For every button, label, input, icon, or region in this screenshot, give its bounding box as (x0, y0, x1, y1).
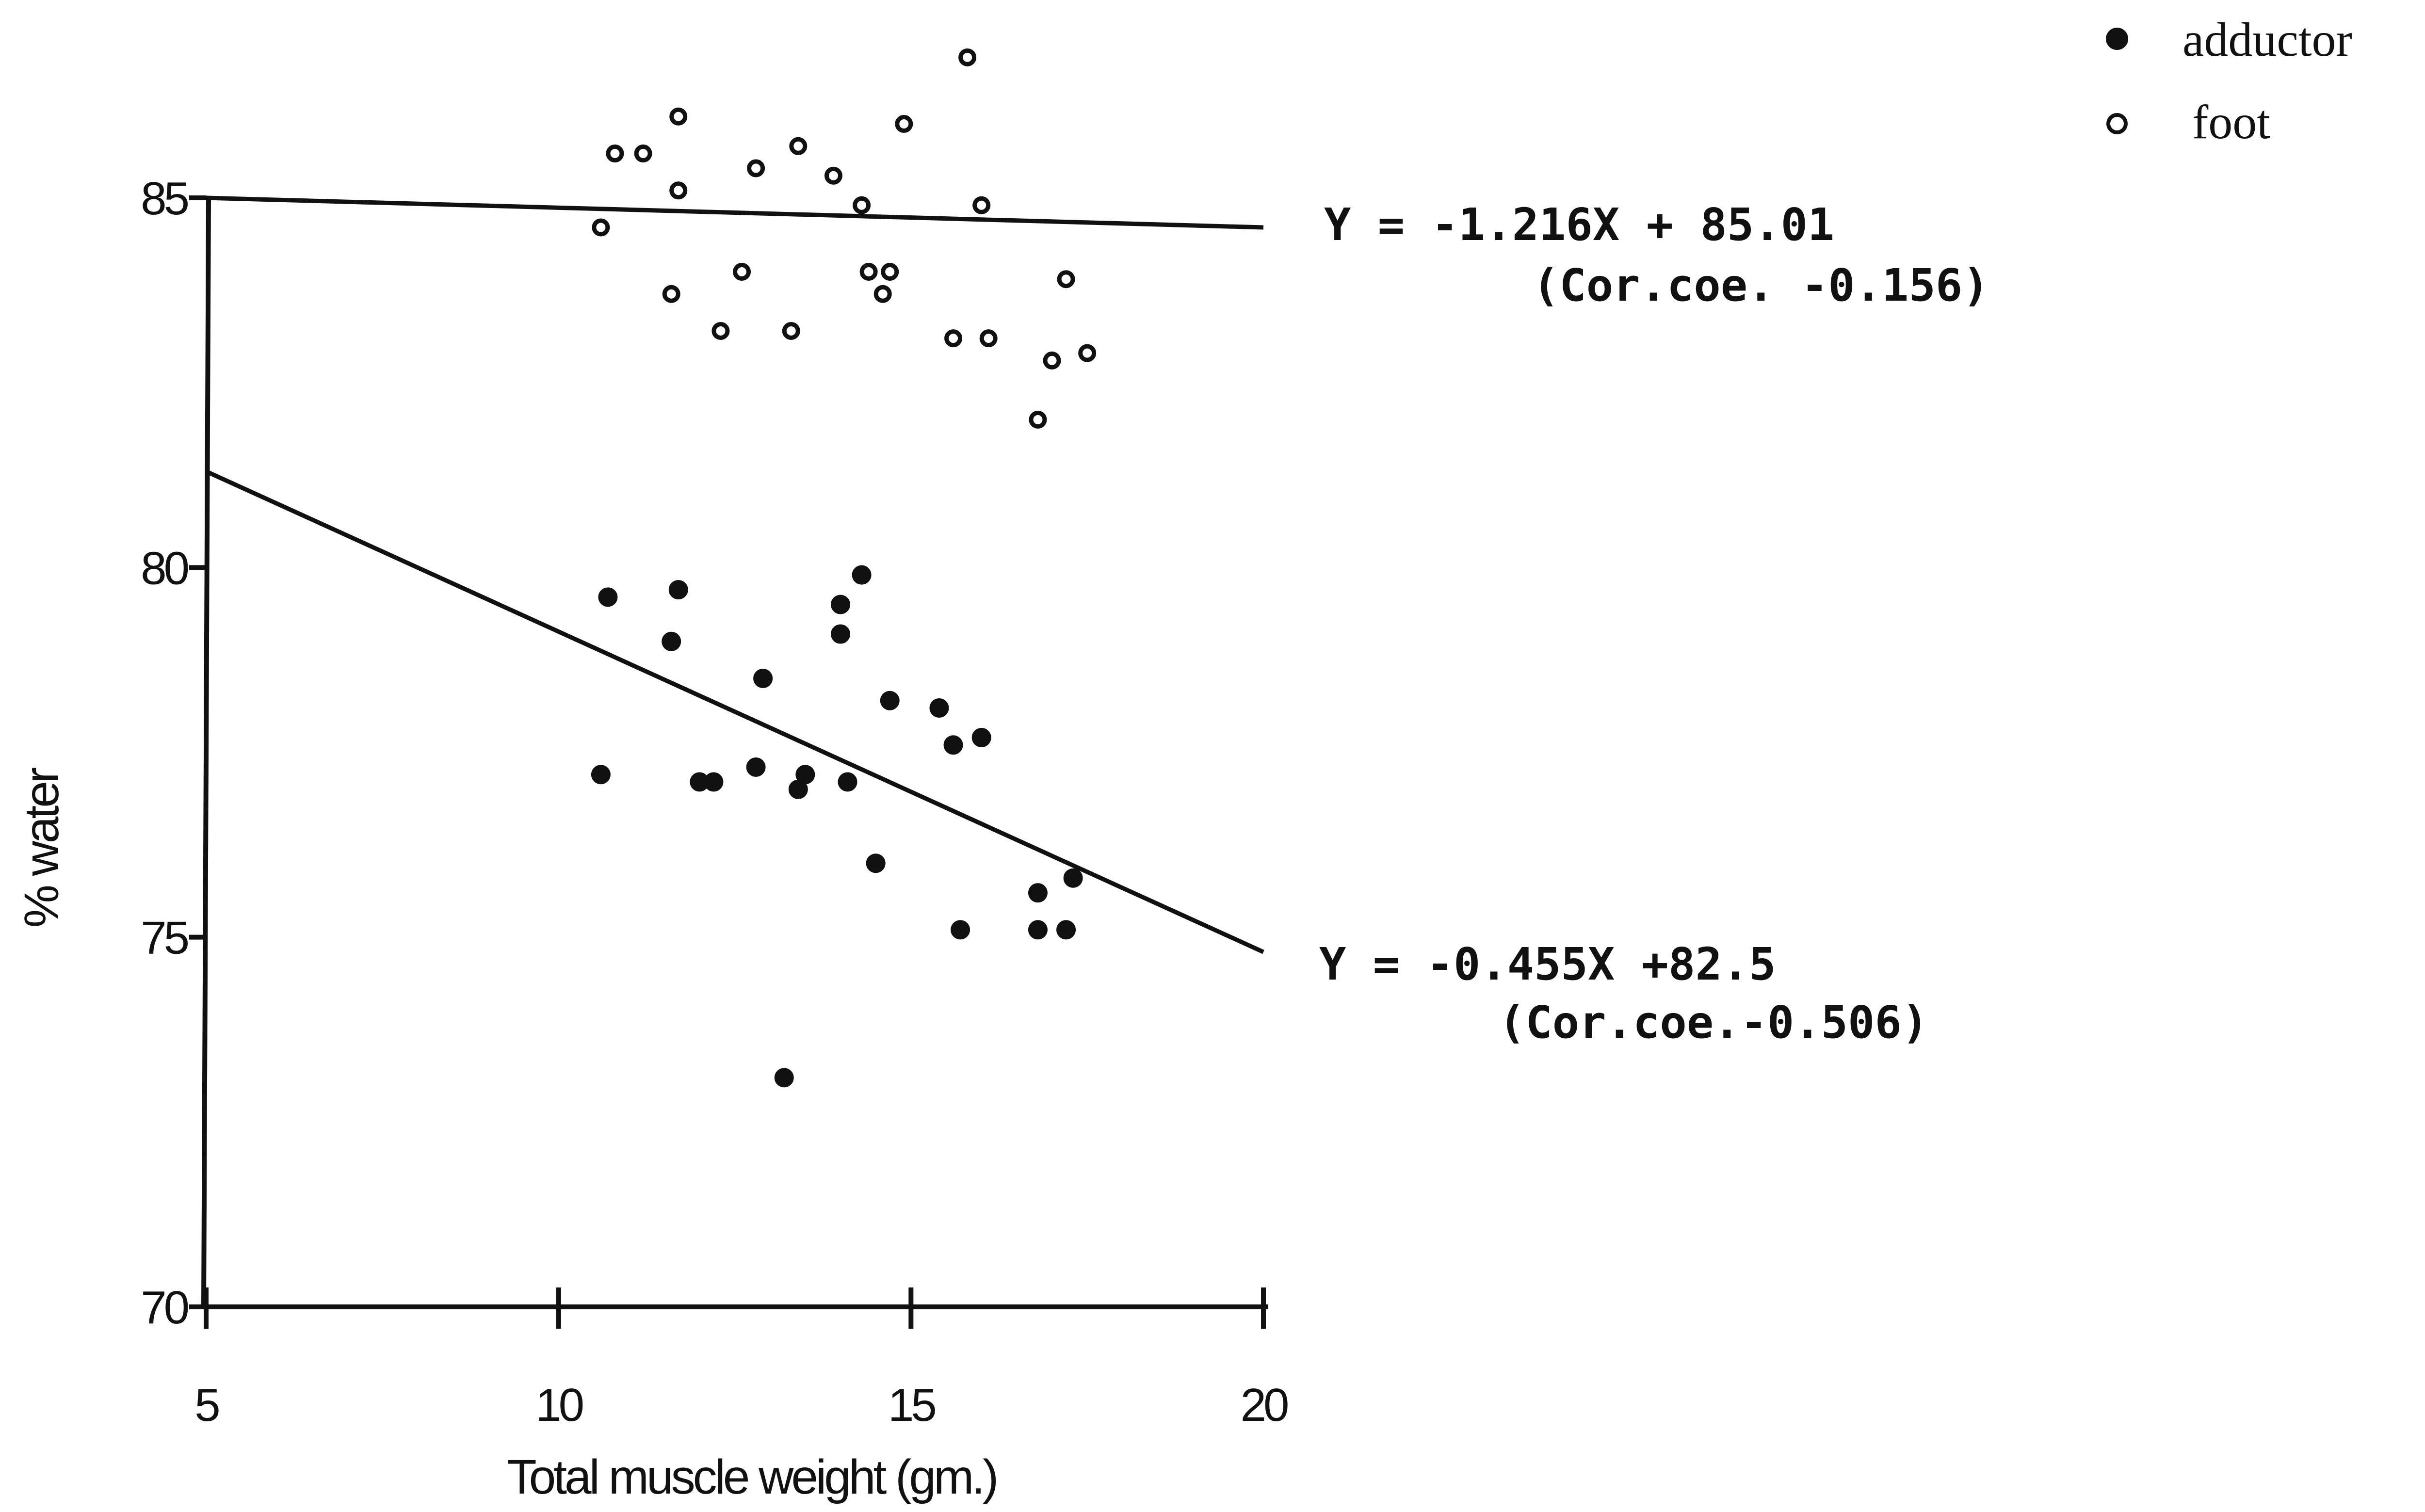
x-tick-label: 20 (1241, 1379, 1288, 1431)
adductor-data-point (943, 735, 963, 755)
foot-data-point (747, 159, 765, 177)
foot-correlation: (Cor.coe. -0.156) (1533, 259, 1989, 311)
adductor-data-point (1056, 920, 1076, 940)
foot-data-point (944, 329, 963, 348)
adductor-data-point (880, 691, 900, 710)
adductor-data-point (831, 595, 850, 614)
adductor-data-point (866, 853, 886, 873)
foot-data-point (711, 322, 730, 340)
foot-data-point (824, 166, 842, 185)
foot-data-point (873, 285, 892, 303)
y-tick-label: 70 (141, 1282, 188, 1334)
foot-data-point (958, 48, 977, 66)
adductor-data-point (831, 624, 850, 644)
x-tick-label: 10 (535, 1379, 582, 1431)
legend-adductor-marker (2106, 28, 2128, 50)
adductor-data-point (1063, 868, 1083, 888)
adductor-data-point (668, 580, 688, 600)
foot-data-point (669, 181, 688, 200)
adductor-data-point (774, 1068, 794, 1088)
legend-foot-marker (2106, 113, 2128, 134)
legend-adductor-label: adductor (2182, 13, 2352, 66)
foot-data-point (606, 145, 624, 163)
foot-data-point (881, 262, 899, 281)
foot-data-point (782, 322, 800, 340)
adductor-data-point (1028, 920, 1048, 940)
foot-data-point (733, 262, 751, 281)
legend: adductor foot (2106, 13, 2352, 149)
adductor-regression-line (205, 469, 1264, 954)
foot-data-point (895, 115, 913, 133)
adductor-data-point (971, 728, 991, 748)
adductor-correlation: (Cor.coe.-0.506) (1499, 997, 1928, 1048)
adductor-data-point (795, 765, 815, 785)
adductor-data-point (838, 772, 857, 792)
foot-data-point (1029, 410, 1047, 429)
foot-data-point (789, 137, 808, 155)
adductor-data-point (746, 757, 766, 777)
adductor-equation: Y = -0.455X +82.5 (1319, 938, 1776, 990)
adductor-data-point (852, 565, 872, 585)
adductor-data-point (591, 765, 611, 785)
x-tick-group: 5 10 15 20 (194, 1287, 1291, 1431)
adductor-data-point (704, 772, 724, 792)
foot-data-point (1043, 351, 1061, 370)
adductor-data-point (929, 698, 949, 718)
legend-foot-label: foot (2192, 95, 2270, 149)
foot-data-point (972, 196, 991, 214)
x-axis-title: Total muscle weight (gm.) (507, 1450, 997, 1504)
adductor-data-point (598, 587, 618, 607)
adductor-data-point (753, 669, 773, 689)
adductor-data-point (1028, 883, 1048, 903)
y-tick-label: 85 (141, 173, 188, 225)
foot-data-point (979, 329, 998, 348)
y-tick-label: 80 (141, 542, 188, 594)
foot-equation: Y = -1.216X + 85.01 (1324, 199, 1834, 251)
y-axis-title: % water (15, 768, 69, 928)
foot-data-point (634, 145, 652, 163)
foot-regression-line (206, 195, 1264, 230)
adductor-data-point (951, 920, 970, 940)
foot-data-point (859, 262, 878, 281)
y-tick-label: 75 (141, 912, 188, 964)
foot-data-point (1057, 270, 1075, 289)
y-axis-line (201, 197, 211, 1307)
foot-data-point (592, 218, 610, 237)
y-tick-group: 70 75 80 85 (141, 173, 206, 1334)
x-tick-label: 5 (194, 1379, 219, 1431)
foot-data-point (853, 196, 871, 214)
adductor-data-point (662, 631, 681, 651)
foot-data-point (669, 107, 688, 126)
foot-data-point (662, 285, 680, 303)
x-tick-label: 15 (888, 1379, 935, 1431)
data-points-layer (591, 48, 1097, 1088)
foot-data-point (1078, 344, 1097, 362)
